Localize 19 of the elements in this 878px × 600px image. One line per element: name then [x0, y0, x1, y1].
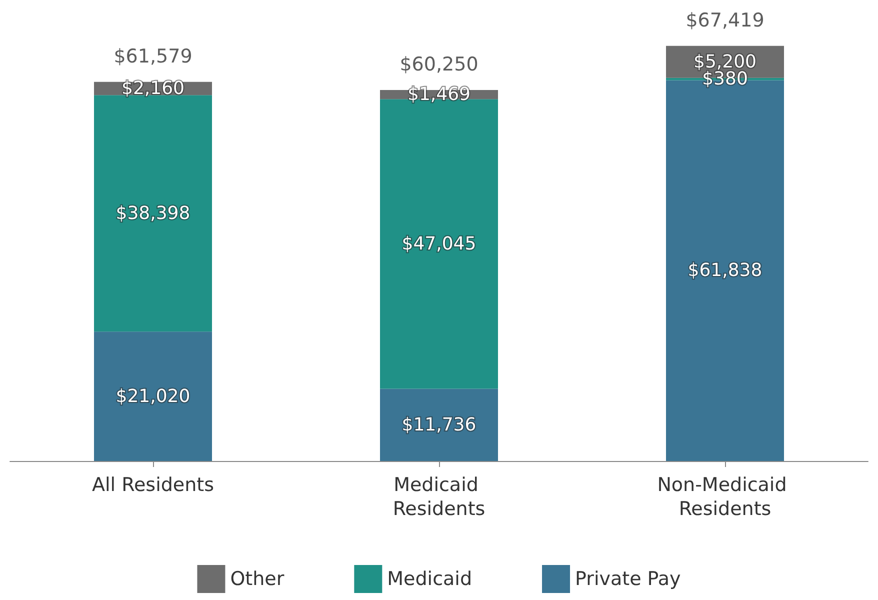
data-label: $61,838 — [688, 260, 762, 282]
x-tick-label: Non-Medicaid Residents — [657, 474, 793, 520]
bar — [94, 95, 212, 332]
bar — [380, 388, 498, 461]
x-tick-label: Medicaid Residents — [392, 474, 486, 520]
x-tick-label: All Residents — [92, 474, 214, 496]
data-label: $11,736 — [402, 414, 476, 436]
total-label: $60,250 — [400, 54, 478, 76]
data-label: $1,469 — [408, 84, 470, 106]
total-label: $61,579 — [114, 45, 192, 68]
total-label: $67,419 — [686, 9, 764, 32]
legend-label: Other — [230, 568, 284, 590]
legend-label: Medicaid — [387, 568, 472, 590]
data-label: $38,398 — [116, 202, 190, 224]
data-label: $47,045 — [402, 233, 476, 254]
bar — [94, 332, 212, 461]
data-label: $21,020 — [116, 386, 190, 407]
data-label: $2,160 — [122, 78, 184, 100]
legend-label: Private Pay — [575, 568, 681, 590]
